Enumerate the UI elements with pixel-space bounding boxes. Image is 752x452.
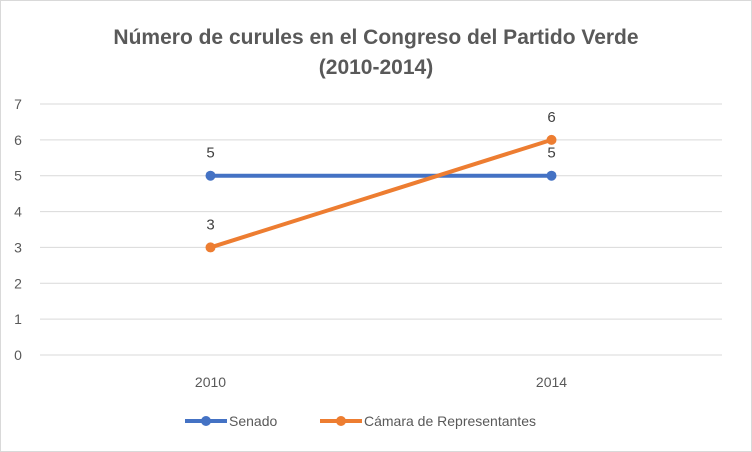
data-point [205, 242, 216, 253]
data-label: 3 [206, 216, 214, 233]
y-tick-label: 2 [14, 275, 22, 291]
x-tick-label: 2014 [536, 374, 567, 390]
data-label: 6 [547, 109, 555, 126]
legend-label: Cámara de Representantes [364, 413, 536, 429]
legend-marker [336, 416, 346, 426]
legend-item-1: Cámara de Representantes [320, 413, 536, 429]
legend-marker [201, 416, 211, 426]
y-tick-label: 7 [14, 96, 22, 112]
data-point [546, 170, 557, 181]
y-tick-label: 0 [14, 347, 22, 363]
legend-item-0: Senado [185, 413, 277, 429]
chart-title: Número de curules en el Congreso del Par… [113, 26, 638, 49]
x-tick-label: 2010 [195, 374, 226, 390]
series-group: 5 536 [205, 109, 557, 253]
x-axis: 2010 2014 [195, 374, 567, 390]
legend: Senado Cámara de Representantes [185, 413, 536, 429]
data-label: 5 [206, 145, 214, 162]
legend-label: Senado [229, 413, 277, 429]
chart-subtitle: (2010-2014) [319, 56, 433, 79]
series-line [208, 137, 554, 250]
y-tick-label: 5 [14, 168, 22, 184]
data-label: 5 [547, 145, 555, 162]
y-axis: 0 1 2 3 4 5 6 7 [14, 96, 22, 363]
data-point [546, 134, 557, 145]
series-1: 36 [205, 109, 557, 253]
y-tick-label: 3 [14, 239, 22, 255]
y-tick-label: 4 [14, 204, 22, 220]
y-tick-label: 1 [14, 311, 22, 327]
data-point [205, 170, 216, 181]
y-tick-label: 6 [14, 132, 22, 148]
